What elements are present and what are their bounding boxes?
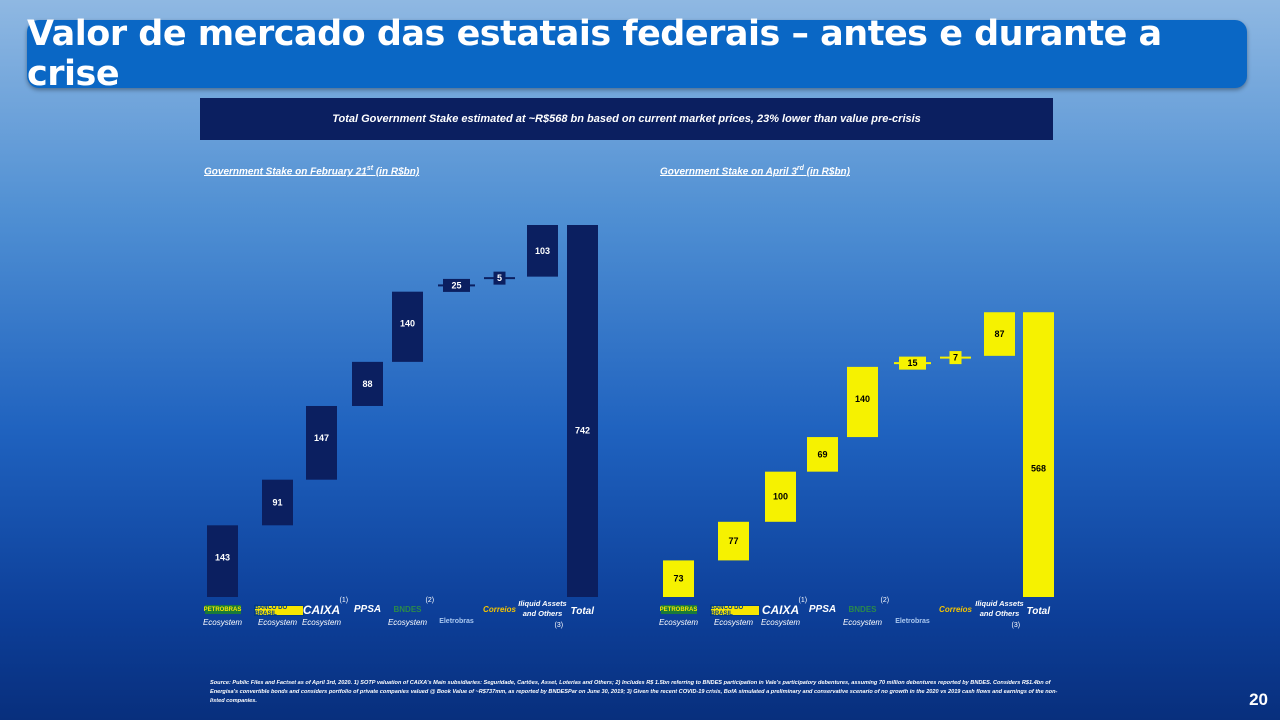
footnote-marker-left-4: (2) bbox=[425, 597, 435, 604]
bar-right-1 bbox=[718, 521, 749, 561]
category-label-right-1: Ecosystem bbox=[713, 618, 754, 627]
bar-left-3 bbox=[352, 361, 383, 406]
logo-eletrobras-left: Eletrobras bbox=[439, 618, 474, 625]
footnote-marker-left-7: (3) bbox=[554, 622, 564, 629]
source-footnote: Source: Public Files and Factset as of A… bbox=[210, 680, 1058, 704]
bar-left-8 bbox=[567, 225, 598, 597]
chart-left-title-main: Government Stake on February 21 bbox=[204, 166, 367, 178]
category-label-right-2: Ecosystem bbox=[760, 618, 801, 627]
bar-right-3 bbox=[807, 437, 838, 472]
category-label-right-4: Ecosystem bbox=[842, 618, 883, 627]
logo-banco-do-brasil-left: BANCO DO BRASIL bbox=[253, 605, 304, 617]
bar-right-8 bbox=[1023, 312, 1054, 597]
bar-right-5 bbox=[899, 356, 926, 370]
category-label-left-1: Ecosystem bbox=[257, 618, 298, 627]
bar-right-2 bbox=[765, 471, 796, 522]
footnote-marker-right-4: (2) bbox=[880, 597, 890, 604]
logo-petrobras-left: PETROBRAS bbox=[203, 605, 242, 614]
bar-value-label-right-3: 69 bbox=[817, 449, 827, 459]
page-number: 20 bbox=[1249, 690, 1268, 709]
bar-value-label-right-2: 100 bbox=[773, 492, 788, 502]
bar-left-7 bbox=[527, 225, 558, 277]
bar-right-6 bbox=[949, 351, 962, 365]
category-label-left-4: Ecosystem bbox=[387, 618, 428, 627]
bar-right-0 bbox=[663, 560, 694, 597]
page-title: Valor de mercado das estatais federais –… bbox=[27, 14, 1162, 94]
chart-right-title-main: Government Stake on April 3 bbox=[660, 166, 797, 178]
chart-right-title-sup: rd bbox=[796, 165, 804, 172]
category-label-right-0: Ecosystem bbox=[658, 618, 699, 627]
bar-value-label-left-5: 25 bbox=[451, 280, 461, 290]
bar-right-4 bbox=[847, 366, 878, 438]
bar-value-label-left-6: 5 bbox=[497, 273, 502, 283]
bar-left-6 bbox=[493, 271, 506, 285]
chart-right-title: Government Stake on April 3rd (in R$bn) bbox=[660, 165, 850, 177]
logo-ppsa-right: PPSA bbox=[808, 604, 837, 615]
bar-left-1 bbox=[262, 479, 293, 526]
bar-value-label-right-1: 77 bbox=[728, 536, 738, 546]
logo-correios-left: Correios bbox=[483, 605, 516, 614]
category-label-total-right: Total bbox=[1026, 606, 1051, 617]
chart-left-title: Government Stake on February 21st (in R$… bbox=[204, 165, 419, 177]
bar-right-7 bbox=[984, 312, 1015, 356]
summary-banner: Total Government Stake estimated at ~R$5… bbox=[200, 98, 1053, 140]
footnote-marker-right-7: (3) bbox=[1011, 622, 1021, 629]
bar-value-label-right-6: 7 bbox=[953, 353, 958, 363]
bar-value-label-left-4: 140 bbox=[400, 319, 415, 329]
logo-petrobras-right: PETROBRAS bbox=[659, 605, 698, 614]
logo-caixa-right: CAIXA bbox=[761, 602, 800, 617]
summary-banner-text: Total Government Stake estimated at ~R$5… bbox=[332, 113, 921, 125]
bar-value-label-left-2: 147 bbox=[314, 433, 329, 443]
bar-value-label-left-1: 91 bbox=[272, 497, 282, 507]
category-label-left-2: Ecosystem bbox=[301, 618, 342, 627]
bar-value-label-right-5: 15 bbox=[907, 358, 917, 368]
logo-bndes-left: BNDES bbox=[393, 605, 422, 614]
category-label-left-0: Ecosystem bbox=[202, 618, 243, 627]
bar-value-label-right-4: 140 bbox=[855, 394, 870, 404]
category-label-right-7: Iliquid Assets and Others bbox=[975, 599, 1024, 618]
bar-value-label-left-7: 103 bbox=[535, 246, 550, 256]
logo-ppsa-left: PPSA bbox=[353, 604, 382, 615]
bar-value-label-left-0: 143 bbox=[215, 552, 230, 562]
logo-banco-do-brasil-right: BANCO DO BRASIL bbox=[709, 605, 760, 617]
logo-correios-right: Correios bbox=[939, 605, 972, 614]
bar-left-4 bbox=[392, 291, 423, 362]
footnote-marker-right-2: (1) bbox=[798, 597, 808, 604]
bar-left-5 bbox=[443, 278, 470, 292]
bar-value-label-left-8: 742 bbox=[575, 425, 590, 435]
bar-value-label-right-7: 87 bbox=[994, 329, 1004, 339]
title-bar: Valor de mercado das estatais federais –… bbox=[27, 14, 1247, 94]
category-label-total-left: Total bbox=[570, 606, 595, 617]
logo-eletrobras-right: Eletrobras bbox=[895, 618, 930, 625]
bar-value-label-right-0: 73 bbox=[673, 574, 683, 584]
logo-bndes-right: BNDES bbox=[848, 605, 877, 614]
chart-left-title-tail: (in R$bn) bbox=[373, 166, 420, 178]
bar-value-label-left-3: 88 bbox=[362, 379, 372, 389]
logo-caixa-left: CAIXA bbox=[302, 602, 341, 617]
bar-left-0 bbox=[207, 525, 238, 597]
chart-right-title-tail: (in R$bn) bbox=[803, 166, 850, 178]
category-label-left-7: Iliquid Assets and Others bbox=[518, 599, 567, 618]
bar-value-label-right-8: 568 bbox=[1031, 464, 1046, 474]
chart-left-title-sup: st bbox=[366, 165, 374, 172]
footnote-marker-left-2: (1) bbox=[339, 597, 349, 604]
bar-left-2 bbox=[306, 405, 337, 480]
